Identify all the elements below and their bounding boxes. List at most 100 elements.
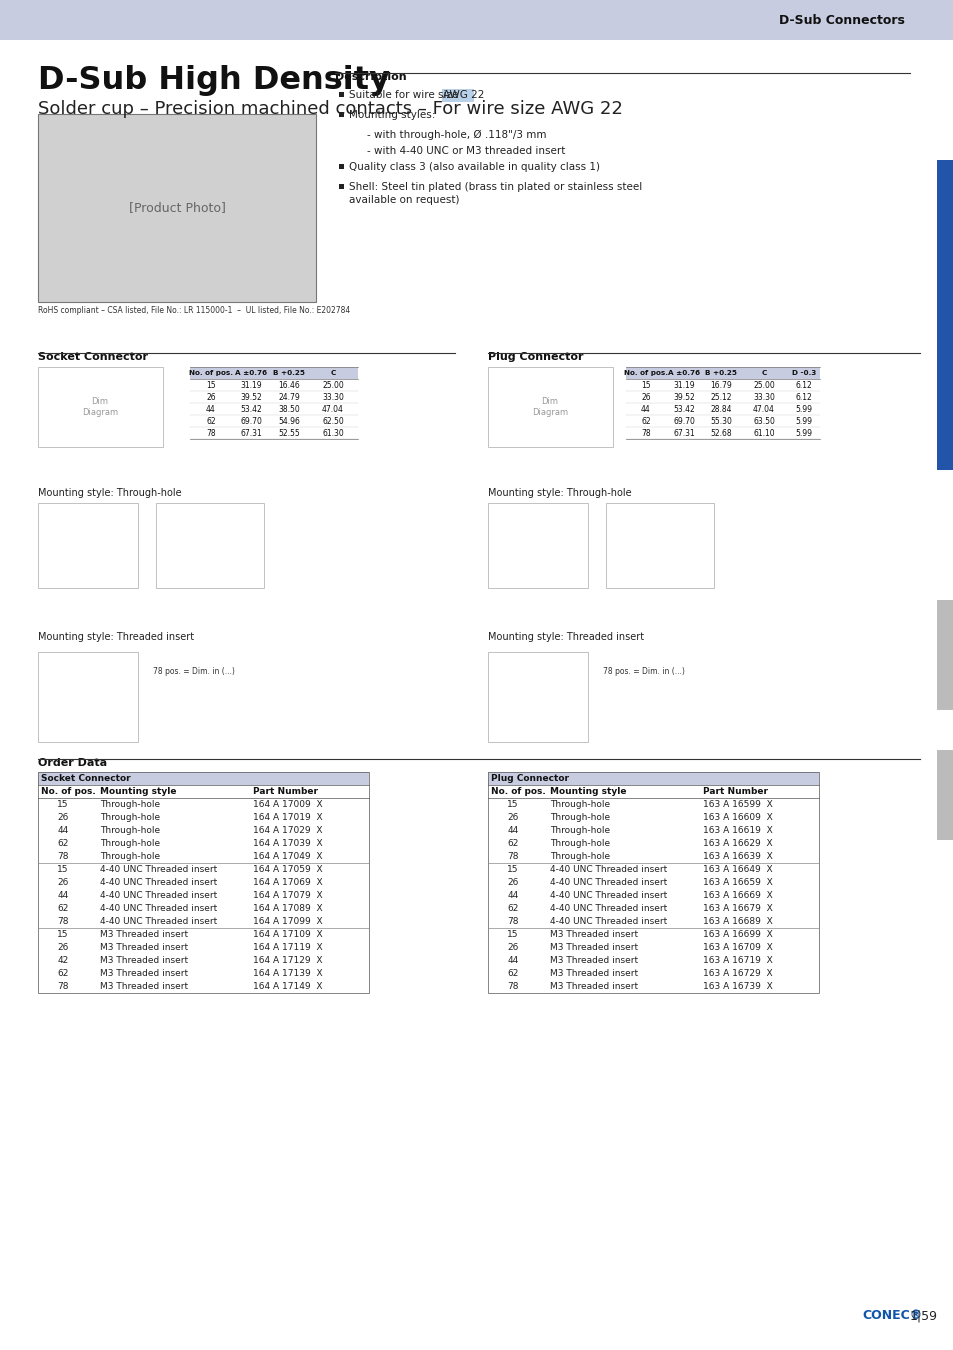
Text: 62: 62 — [507, 969, 518, 977]
Text: 62: 62 — [57, 969, 69, 977]
Text: 24.79: 24.79 — [278, 393, 299, 401]
Text: No. of pos.: No. of pos. — [41, 787, 95, 796]
Text: No. of pos.: No. of pos. — [623, 370, 667, 377]
Text: Order Data: Order Data — [38, 757, 107, 768]
Text: 55.30: 55.30 — [710, 417, 732, 425]
Bar — [936, 161, 953, 470]
Text: D-Sub High Density: D-Sub High Density — [38, 65, 390, 96]
Text: C: C — [330, 370, 335, 377]
Bar — [488, 652, 587, 742]
Text: 78 pos. = Dim. in (...): 78 pos. = Dim. in (...) — [602, 667, 684, 676]
Text: 4-40 UNC Threaded insert: 4-40 UNC Threaded insert — [550, 904, 666, 913]
Text: Solder cup – Precision machined contacts – For wire size AWG 22: Solder cup – Precision machined contacts… — [38, 100, 622, 117]
Text: Through-hole: Through-hole — [550, 813, 610, 822]
Bar — [488, 504, 587, 589]
Text: 39.52: 39.52 — [673, 393, 695, 401]
Text: 44: 44 — [206, 405, 215, 413]
Text: 78: 78 — [507, 852, 518, 861]
Text: D -0.3: D -0.3 — [791, 370, 815, 377]
Text: 15: 15 — [57, 801, 69, 809]
Text: Through-hole: Through-hole — [100, 852, 160, 861]
Text: 53.42: 53.42 — [673, 405, 695, 413]
Text: Through-hole: Through-hole — [100, 801, 160, 809]
Text: M3 Threaded insert: M3 Threaded insert — [550, 981, 638, 991]
Text: Description: Description — [335, 72, 406, 82]
Text: 4-40 UNC Threaded insert: 4-40 UNC Threaded insert — [100, 891, 217, 900]
Bar — [488, 367, 613, 447]
Bar — [338, 184, 344, 189]
Text: M3 Threaded insert: M3 Threaded insert — [550, 969, 638, 977]
Bar — [488, 772, 818, 784]
Bar — [0, 0, 953, 40]
Text: 6.12: 6.12 — [795, 393, 812, 401]
Text: 164 A 17129  X: 164 A 17129 X — [253, 956, 322, 965]
Text: 63.50: 63.50 — [752, 417, 774, 425]
Bar — [38, 772, 369, 784]
Text: 25.12: 25.12 — [710, 393, 732, 401]
Text: AWG 22: AWG 22 — [443, 90, 484, 100]
Text: 163 A 16679  X: 163 A 16679 X — [702, 904, 772, 913]
Bar — [936, 599, 953, 710]
Text: 69.70: 69.70 — [240, 417, 262, 425]
Text: 163 A 16729  X: 163 A 16729 X — [702, 969, 772, 977]
Text: Plug Connector: Plug Connector — [491, 774, 568, 783]
Text: 16.46: 16.46 — [278, 381, 299, 390]
Text: 61.10: 61.10 — [753, 428, 774, 437]
Text: 62: 62 — [507, 838, 518, 848]
Bar — [190, 367, 357, 379]
Text: 15: 15 — [507, 865, 518, 873]
Text: 4-40 UNC Threaded insert: 4-40 UNC Threaded insert — [550, 865, 666, 873]
Text: 78: 78 — [206, 428, 215, 437]
Text: M3 Threaded insert: M3 Threaded insert — [550, 930, 638, 940]
Text: 164 A 17109  X: 164 A 17109 X — [253, 930, 322, 940]
Text: 67.31: 67.31 — [673, 428, 695, 437]
Text: Through-hole: Through-hole — [550, 826, 610, 836]
Text: available on request): available on request) — [349, 194, 459, 205]
Text: 26: 26 — [57, 813, 69, 822]
Text: 5.99: 5.99 — [795, 417, 812, 425]
Text: 163 A 16669  X: 163 A 16669 X — [702, 891, 772, 900]
Text: 4-40 UNC Threaded insert: 4-40 UNC Threaded insert — [100, 904, 217, 913]
Text: 44: 44 — [507, 826, 518, 836]
Text: M3 Threaded insert: M3 Threaded insert — [100, 956, 188, 965]
Text: CONEC®: CONEC® — [862, 1310, 922, 1322]
Text: Dim
Diagram: Dim Diagram — [532, 397, 567, 417]
Text: 163 A 16649  X: 163 A 16649 X — [702, 865, 772, 873]
Text: 164 A 17079  X: 164 A 17079 X — [253, 891, 322, 900]
Text: C: C — [760, 370, 766, 377]
Text: 164 A 17019  X: 164 A 17019 X — [253, 813, 322, 822]
Text: - with through-hole, Ø .118"/3 mm: - with through-hole, Ø .118"/3 mm — [367, 130, 546, 140]
Text: 26: 26 — [507, 813, 518, 822]
Text: 33.30: 33.30 — [322, 393, 344, 401]
Text: Socket Connector: Socket Connector — [38, 352, 148, 362]
Text: 15: 15 — [206, 381, 215, 390]
Text: M3 Threaded insert: M3 Threaded insert — [550, 944, 638, 952]
Bar — [936, 751, 953, 840]
Text: 164 A 17029  X: 164 A 17029 X — [253, 826, 322, 836]
Text: [Product Photo]: [Product Photo] — [129, 201, 225, 215]
Text: 53.42: 53.42 — [240, 405, 262, 413]
Text: - with 4-40 UNC or M3 threaded insert: - with 4-40 UNC or M3 threaded insert — [367, 146, 565, 157]
Text: 164 A 17069  X: 164 A 17069 X — [253, 878, 322, 887]
Text: 26: 26 — [507, 944, 518, 952]
Bar — [605, 504, 713, 589]
Text: 163 A 16599  X: 163 A 16599 X — [702, 801, 772, 809]
Text: Mounting style: Mounting style — [100, 787, 176, 796]
Text: 26: 26 — [206, 393, 215, 401]
Text: 163 A 16739  X: 163 A 16739 X — [702, 981, 772, 991]
Bar — [38, 652, 138, 742]
Text: 164 A 17009  X: 164 A 17009 X — [253, 801, 322, 809]
Text: 163 A 16689  X: 163 A 16689 X — [702, 917, 772, 926]
Bar — [338, 163, 344, 169]
Text: 163 A 16609  X: 163 A 16609 X — [702, 813, 772, 822]
Text: B +0.25: B +0.25 — [705, 370, 737, 377]
Text: A ±0.76: A ±0.76 — [234, 370, 267, 377]
Text: 62: 62 — [57, 838, 69, 848]
Text: 67.31: 67.31 — [240, 428, 262, 437]
Text: 44: 44 — [57, 826, 69, 836]
Text: 26: 26 — [640, 393, 650, 401]
Text: Mounting style: Mounting style — [550, 787, 626, 796]
Text: 164 A 17089  X: 164 A 17089 X — [253, 904, 322, 913]
Text: M3 Threaded insert: M3 Threaded insert — [100, 981, 188, 991]
Text: M3 Threaded insert: M3 Threaded insert — [100, 969, 188, 977]
